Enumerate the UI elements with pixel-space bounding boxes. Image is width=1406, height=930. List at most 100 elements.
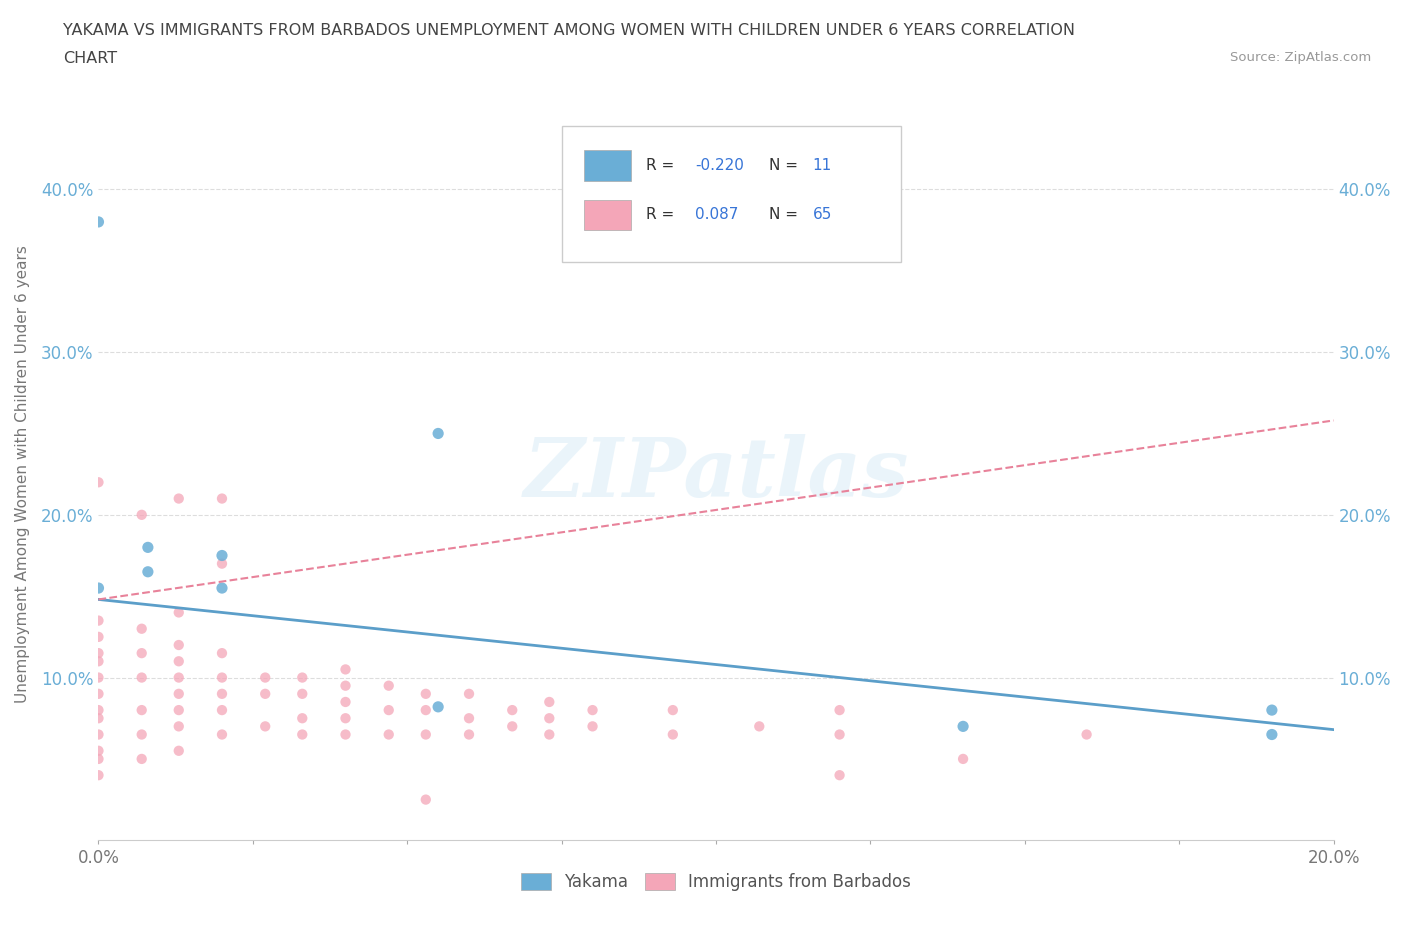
FancyBboxPatch shape bbox=[561, 126, 901, 261]
Point bbox=[87, 751, 110, 766]
Point bbox=[167, 703, 190, 718]
Point bbox=[87, 671, 110, 685]
Point bbox=[211, 548, 233, 563]
Point bbox=[254, 719, 277, 734]
Point bbox=[211, 703, 233, 718]
Point bbox=[427, 699, 450, 714]
Point bbox=[415, 703, 437, 718]
Point bbox=[748, 719, 770, 734]
Point bbox=[291, 686, 314, 701]
Point bbox=[335, 678, 357, 693]
Point bbox=[662, 727, 685, 742]
Point bbox=[335, 662, 357, 677]
Point bbox=[538, 711, 561, 725]
Point bbox=[167, 671, 190, 685]
Point bbox=[415, 727, 437, 742]
Point bbox=[131, 508, 153, 523]
Text: -0.220: -0.220 bbox=[695, 157, 744, 173]
Point bbox=[131, 645, 153, 660]
Point bbox=[254, 686, 277, 701]
Point bbox=[87, 215, 110, 230]
Point bbox=[131, 703, 153, 718]
Text: YAKAMA VS IMMIGRANTS FROM BARBADOS UNEMPLOYMENT AMONG WOMEN WITH CHILDREN UNDER : YAKAMA VS IMMIGRANTS FROM BARBADOS UNEMP… bbox=[63, 23, 1076, 38]
Point bbox=[131, 621, 153, 636]
Point bbox=[501, 719, 523, 734]
Text: CHART: CHART bbox=[63, 51, 117, 66]
Point bbox=[427, 426, 450, 441]
Point bbox=[211, 686, 233, 701]
Point bbox=[131, 727, 153, 742]
Point bbox=[87, 645, 110, 660]
Point bbox=[828, 703, 851, 718]
Point bbox=[335, 695, 357, 710]
Point bbox=[501, 703, 523, 718]
Point bbox=[211, 491, 233, 506]
Point bbox=[291, 671, 314, 685]
Point bbox=[377, 703, 399, 718]
Point bbox=[87, 743, 110, 758]
Point bbox=[87, 475, 110, 490]
Point bbox=[377, 727, 399, 742]
Point bbox=[136, 565, 159, 579]
Point bbox=[167, 743, 190, 758]
Point bbox=[167, 605, 190, 620]
Point bbox=[1261, 703, 1284, 718]
Point bbox=[662, 703, 685, 718]
Point bbox=[828, 768, 851, 783]
Bar bbox=[583, 200, 631, 231]
Point bbox=[167, 654, 190, 669]
Point bbox=[538, 695, 561, 710]
Y-axis label: Unemployment Among Women with Children Under 6 years: Unemployment Among Women with Children U… bbox=[15, 246, 30, 703]
Legend: Yakama, Immigrants from Barbados: Yakama, Immigrants from Barbados bbox=[515, 867, 918, 897]
Point bbox=[828, 727, 851, 742]
Point bbox=[87, 580, 110, 595]
Text: R =: R = bbox=[645, 206, 679, 221]
Text: 11: 11 bbox=[813, 157, 831, 173]
Point bbox=[87, 768, 110, 783]
Point bbox=[167, 491, 190, 506]
Point bbox=[458, 686, 481, 701]
Text: 0.087: 0.087 bbox=[695, 206, 738, 221]
Text: 65: 65 bbox=[813, 206, 832, 221]
Point bbox=[291, 727, 314, 742]
Point bbox=[167, 686, 190, 701]
Point bbox=[167, 638, 190, 653]
Point bbox=[952, 751, 974, 766]
Point bbox=[167, 719, 190, 734]
Point bbox=[87, 654, 110, 669]
Text: R =: R = bbox=[645, 157, 679, 173]
Point bbox=[87, 703, 110, 718]
Point bbox=[1261, 727, 1284, 742]
Point bbox=[377, 678, 399, 693]
Point bbox=[211, 580, 233, 595]
Point bbox=[335, 711, 357, 725]
Point bbox=[211, 727, 233, 742]
Point bbox=[211, 556, 233, 571]
Text: N =: N = bbox=[769, 206, 803, 221]
Point bbox=[458, 727, 481, 742]
Point bbox=[136, 540, 159, 555]
Point bbox=[415, 792, 437, 807]
Text: ZIPatlas: ZIPatlas bbox=[523, 434, 908, 514]
Text: N =: N = bbox=[769, 157, 803, 173]
Point bbox=[87, 711, 110, 725]
Point bbox=[1076, 727, 1098, 742]
Point bbox=[131, 671, 153, 685]
Point bbox=[952, 719, 974, 734]
Text: Source: ZipAtlas.com: Source: ZipAtlas.com bbox=[1230, 51, 1371, 64]
Point bbox=[211, 671, 233, 685]
Point bbox=[458, 711, 481, 725]
Point bbox=[211, 645, 233, 660]
Point bbox=[291, 711, 314, 725]
Point bbox=[581, 703, 603, 718]
Point bbox=[581, 719, 603, 734]
Bar bbox=[583, 151, 631, 181]
Point bbox=[87, 630, 110, 644]
Point bbox=[415, 686, 437, 701]
Point bbox=[87, 613, 110, 628]
Point bbox=[87, 727, 110, 742]
Point bbox=[87, 686, 110, 701]
Point bbox=[131, 751, 153, 766]
Point bbox=[254, 671, 277, 685]
Point bbox=[538, 727, 561, 742]
